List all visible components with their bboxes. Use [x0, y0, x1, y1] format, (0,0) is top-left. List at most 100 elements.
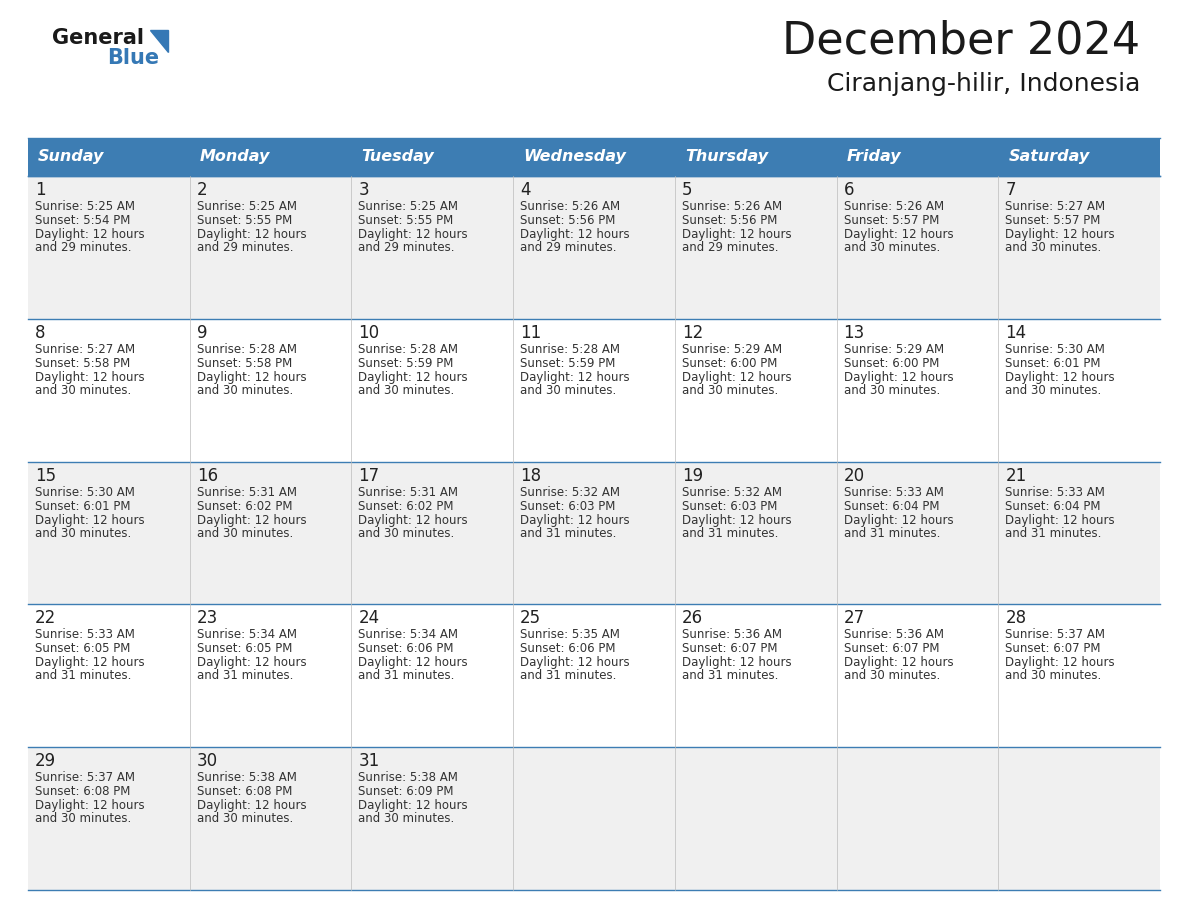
Text: and 30 minutes.: and 30 minutes.	[843, 241, 940, 254]
Text: Sunset: 6:08 PM: Sunset: 6:08 PM	[34, 785, 131, 798]
Text: 14: 14	[1005, 324, 1026, 341]
Text: Daylight: 12 hours: Daylight: 12 hours	[520, 228, 630, 241]
Text: Friday: Friday	[847, 150, 902, 164]
Text: Daylight: 12 hours: Daylight: 12 hours	[359, 228, 468, 241]
Text: Sunset: 6:04 PM: Sunset: 6:04 PM	[843, 499, 939, 512]
Text: Sunrise: 5:29 AM: Sunrise: 5:29 AM	[843, 342, 943, 356]
Text: 25: 25	[520, 610, 542, 627]
Text: and 30 minutes.: and 30 minutes.	[34, 812, 131, 825]
Text: Daylight: 12 hours: Daylight: 12 hours	[1005, 228, 1114, 241]
Text: Sunset: 6:06 PM: Sunset: 6:06 PM	[359, 643, 454, 655]
Text: and 31 minutes.: and 31 minutes.	[359, 669, 455, 682]
Text: Sunrise: 5:31 AM: Sunrise: 5:31 AM	[197, 486, 297, 498]
Text: Sunrise: 5:26 AM: Sunrise: 5:26 AM	[843, 200, 943, 213]
Text: Sunrise: 5:28 AM: Sunrise: 5:28 AM	[359, 342, 459, 356]
Text: and 30 minutes.: and 30 minutes.	[359, 527, 455, 540]
Text: Sunset: 5:56 PM: Sunset: 5:56 PM	[682, 214, 777, 227]
Text: 23: 23	[197, 610, 217, 627]
Text: 26: 26	[682, 610, 703, 627]
Text: Daylight: 12 hours: Daylight: 12 hours	[843, 228, 953, 241]
Bar	[29, 747, 1159, 890]
Bar	[29, 462, 1159, 604]
Text: 15: 15	[34, 466, 56, 485]
Text: 4: 4	[520, 181, 531, 199]
Text: 7: 7	[1005, 181, 1016, 199]
Text: Sunset: 5:59 PM: Sunset: 5:59 PM	[520, 357, 615, 370]
Text: Wednesday: Wednesday	[523, 150, 626, 164]
Text: Sunrise: 5:30 AM: Sunrise: 5:30 AM	[1005, 342, 1105, 356]
Text: and 30 minutes.: and 30 minutes.	[682, 384, 778, 397]
Text: Sunrise: 5:34 AM: Sunrise: 5:34 AM	[359, 629, 459, 642]
Text: Daylight: 12 hours: Daylight: 12 hours	[359, 656, 468, 669]
Text: Sunset: 5:58 PM: Sunset: 5:58 PM	[34, 357, 131, 370]
Text: Sunrise: 5:28 AM: Sunrise: 5:28 AM	[197, 342, 297, 356]
Text: 18: 18	[520, 466, 542, 485]
Text: Daylight: 12 hours: Daylight: 12 hours	[843, 513, 953, 527]
Text: and 30 minutes.: and 30 minutes.	[197, 527, 293, 540]
Text: 22: 22	[34, 610, 56, 627]
Text: Daylight: 12 hours: Daylight: 12 hours	[843, 371, 953, 384]
Text: Sunrise: 5:25 AM: Sunrise: 5:25 AM	[197, 200, 297, 213]
Text: 20: 20	[843, 466, 865, 485]
Text: 16: 16	[197, 466, 217, 485]
Text: and 29 minutes.: and 29 minutes.	[682, 241, 778, 254]
Text: Sunset: 5:58 PM: Sunset: 5:58 PM	[197, 357, 292, 370]
Text: Sunset: 6:05 PM: Sunset: 6:05 PM	[34, 643, 131, 655]
Text: Sunset: 6:03 PM: Sunset: 6:03 PM	[520, 499, 615, 512]
Text: and 29 minutes.: and 29 minutes.	[197, 241, 293, 254]
Bar	[29, 138, 1159, 176]
Text: Tuesday: Tuesday	[361, 150, 434, 164]
Text: Sunset: 5:56 PM: Sunset: 5:56 PM	[520, 214, 615, 227]
Text: Sunrise: 5:32 AM: Sunrise: 5:32 AM	[520, 486, 620, 498]
Text: Sunrise: 5:33 AM: Sunrise: 5:33 AM	[1005, 486, 1105, 498]
Text: Sunset: 5:55 PM: Sunset: 5:55 PM	[359, 214, 454, 227]
Text: and 31 minutes.: and 31 minutes.	[843, 527, 940, 540]
Text: 12: 12	[682, 324, 703, 341]
Text: Daylight: 12 hours: Daylight: 12 hours	[843, 656, 953, 669]
Text: Sunset: 6:09 PM: Sunset: 6:09 PM	[359, 785, 454, 798]
Text: Sunset: 6:02 PM: Sunset: 6:02 PM	[359, 499, 454, 512]
Text: and 30 minutes.: and 30 minutes.	[520, 384, 617, 397]
Text: Daylight: 12 hours: Daylight: 12 hours	[359, 513, 468, 527]
Text: Daylight: 12 hours: Daylight: 12 hours	[1005, 513, 1114, 527]
Text: Daylight: 12 hours: Daylight: 12 hours	[34, 656, 145, 669]
Text: Sunset: 6:03 PM: Sunset: 6:03 PM	[682, 499, 777, 512]
Text: Sunset: 5:59 PM: Sunset: 5:59 PM	[359, 357, 454, 370]
Text: Sunrise: 5:33 AM: Sunrise: 5:33 AM	[34, 629, 135, 642]
Text: Daylight: 12 hours: Daylight: 12 hours	[359, 371, 468, 384]
Text: 9: 9	[197, 324, 207, 341]
Text: Sunrise: 5:36 AM: Sunrise: 5:36 AM	[843, 629, 943, 642]
Text: 27: 27	[843, 610, 865, 627]
Text: Sunset: 6:05 PM: Sunset: 6:05 PM	[197, 643, 292, 655]
Text: Sunset: 6:07 PM: Sunset: 6:07 PM	[682, 643, 777, 655]
Text: Blue: Blue	[107, 48, 159, 68]
Text: 6: 6	[843, 181, 854, 199]
Text: Sunrise: 5:32 AM: Sunrise: 5:32 AM	[682, 486, 782, 498]
Text: Sunrise: 5:35 AM: Sunrise: 5:35 AM	[520, 629, 620, 642]
Text: Daylight: 12 hours: Daylight: 12 hours	[34, 513, 145, 527]
Text: Daylight: 12 hours: Daylight: 12 hours	[197, 371, 307, 384]
Text: and 30 minutes.: and 30 minutes.	[34, 384, 131, 397]
Text: Sunrise: 5:38 AM: Sunrise: 5:38 AM	[359, 771, 459, 784]
Text: and 30 minutes.: and 30 minutes.	[843, 384, 940, 397]
Text: Sunset: 5:55 PM: Sunset: 5:55 PM	[197, 214, 292, 227]
Text: Sunset: 5:54 PM: Sunset: 5:54 PM	[34, 214, 131, 227]
Text: 13: 13	[843, 324, 865, 341]
Text: 30: 30	[197, 752, 217, 770]
Text: Daylight: 12 hours: Daylight: 12 hours	[197, 228, 307, 241]
Text: Sunrise: 5:25 AM: Sunrise: 5:25 AM	[359, 200, 459, 213]
Text: Sunrise: 5:30 AM: Sunrise: 5:30 AM	[34, 486, 135, 498]
Text: Sunrise: 5:36 AM: Sunrise: 5:36 AM	[682, 629, 782, 642]
Text: Sunset: 6:04 PM: Sunset: 6:04 PM	[1005, 499, 1101, 512]
Bar	[29, 176, 1159, 319]
Text: Sunrise: 5:37 AM: Sunrise: 5:37 AM	[1005, 629, 1105, 642]
Text: and 30 minutes.: and 30 minutes.	[197, 384, 293, 397]
Text: and 31 minutes.: and 31 minutes.	[520, 669, 617, 682]
Text: and 31 minutes.: and 31 minutes.	[682, 527, 778, 540]
Text: and 31 minutes.: and 31 minutes.	[520, 527, 617, 540]
Text: Sunset: 6:01 PM: Sunset: 6:01 PM	[34, 499, 131, 512]
Text: Sunrise: 5:33 AM: Sunrise: 5:33 AM	[843, 486, 943, 498]
Text: Daylight: 12 hours: Daylight: 12 hours	[682, 513, 791, 527]
Text: Sunset: 6:06 PM: Sunset: 6:06 PM	[520, 643, 615, 655]
Text: and 30 minutes.: and 30 minutes.	[843, 669, 940, 682]
